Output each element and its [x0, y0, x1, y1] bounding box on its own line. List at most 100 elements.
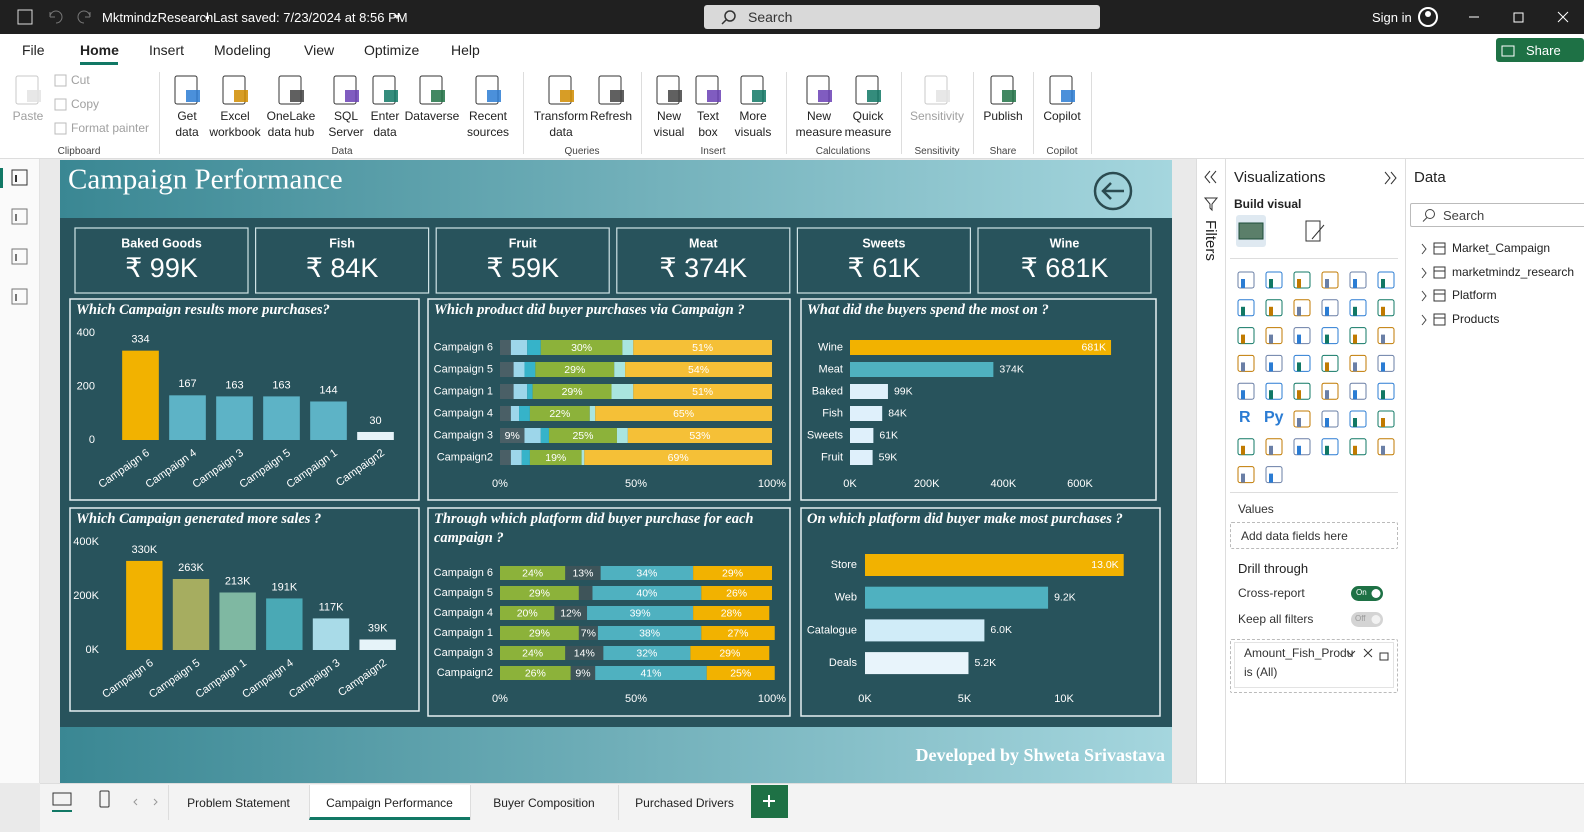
menu-tab[interactable]: File	[22, 42, 45, 58]
ribbon-button[interactable]: Excel workbook	[209, 109, 261, 139]
visual-type-label[interactable]: Py	[1264, 409, 1284, 426]
visual-type-icon[interactable]	[1293, 299, 1311, 317]
ribbon-button[interactable]: Refresh	[589, 109, 633, 123]
sign-in[interactable]: Sign in	[1372, 10, 1412, 25]
ribbon-button[interactable]: Recent sources	[466, 109, 510, 139]
page-tab[interactable]	[618, 785, 751, 820]
page-tab-label[interactable]: Purchased Drivers	[635, 796, 734, 810]
visual-type-icon[interactable]	[1321, 271, 1339, 289]
data-table[interactable]: Platform	[1452, 288, 1497, 303]
visual-type-icon[interactable]	[1321, 299, 1339, 317]
visual-type-icon[interactable]	[1377, 299, 1395, 317]
filters-title[interactable]: Filters	[1202, 220, 1219, 261]
ribbon-small-button[interactable]: Copy	[71, 97, 100, 111]
menu-tab[interactable]: View	[304, 42, 335, 58]
filter-card[interactable]	[1234, 642, 1394, 688]
ribbon-button[interactable]: Copilot	[1043, 109, 1081, 123]
data-search[interactable]	[1410, 203, 1584, 227]
visual-type-icon[interactable]	[1321, 354, 1339, 372]
ribbon-button[interactable]: More visuals	[734, 109, 772, 139]
page-tab-label[interactable]: Buyer Composition	[493, 796, 595, 810]
visual-type-icon[interactable]	[1265, 382, 1283, 400]
data-table[interactable]: marketmindz_research	[1452, 264, 1575, 279]
ribbon-small-button[interactable]: Cut	[71, 73, 90, 87]
page-tab[interactable]	[470, 785, 618, 820]
ribbon-button[interactable]: New visual	[653, 109, 685, 139]
back-button[interactable]	[1093, 171, 1133, 211]
ribbon-button[interactable]: Publish	[983, 109, 1023, 123]
visual-type-icon[interactable]	[1237, 466, 1255, 484]
visual-type-icon[interactable]	[1321, 410, 1339, 428]
ribbon-button[interactable]: Quick measure	[844, 109, 892, 139]
visual-type-icon[interactable]	[1265, 271, 1283, 289]
visual-type-icon[interactable]	[1265, 299, 1283, 317]
bar-segment	[524, 428, 541, 443]
page-tab[interactable]	[168, 785, 309, 820]
visual-type-icon[interactable]	[1349, 299, 1367, 317]
ribbon-button[interactable]: OneLake data hub	[266, 109, 316, 139]
visual-type-icon[interactable]	[1349, 438, 1367, 456]
visual-type-icon[interactable]	[1321, 438, 1339, 456]
visual-type-icon[interactable]	[1265, 327, 1283, 345]
ribbon-small-button[interactable]: Format painter	[71, 121, 150, 135]
ribbon-button[interactable]: Text box	[696, 109, 719, 139]
ribbon-button[interactable]: SQL Server	[328, 109, 364, 139]
ribbon-button[interactable]: Transform data	[533, 109, 589, 139]
visual-type-icon[interactable]	[1237, 327, 1255, 345]
ribbon-button[interactable]: Dataverse	[404, 109, 460, 123]
visual-type-icon[interactable]	[1377, 410, 1395, 428]
visual-type-icon[interactable]	[1321, 327, 1339, 345]
visual-type-icon[interactable]	[1349, 410, 1367, 428]
bar-segment	[565, 566, 601, 580]
plus	[763, 795, 775, 807]
data-table[interactable]: Products	[1452, 312, 1500, 327]
menu-tab[interactable]: Modeling	[214, 42, 271, 58]
visual-type-icon[interactable]	[1377, 271, 1395, 289]
visual-type-icon[interactable]	[1265, 438, 1283, 456]
field-well[interactable]	[1230, 522, 1398, 549]
visual-type-icon[interactable]	[1293, 382, 1311, 400]
visual-type-accent	[1297, 279, 1301, 288]
page-tab[interactable]	[309, 785, 470, 820]
menu-tab[interactable]: Insert	[149, 42, 185, 58]
search-box[interactable]	[704, 5, 1100, 29]
visual-type-icon[interactable]	[1293, 354, 1311, 372]
share-button[interactable]	[1496, 38, 1584, 62]
visual-type-icon[interactable]	[1237, 299, 1255, 317]
visual-type-icon[interactable]	[1293, 410, 1311, 428]
visual-type-icon[interactable]	[1349, 382, 1367, 400]
menu-tab[interactable]: Help	[451, 42, 480, 58]
page-tab-label[interactable]: Problem Statement	[187, 796, 290, 810]
visual-type-icon[interactable]	[1349, 327, 1367, 345]
menu-tab[interactable]: Optimize	[364, 42, 420, 58]
visual-type-icon[interactable]	[1237, 354, 1255, 372]
icon-accent	[186, 90, 200, 102]
share-label[interactable]: Share	[1526, 43, 1561, 58]
ribbon-button[interactable]: New measure	[795, 109, 843, 139]
visual-type-icon[interactable]	[1237, 271, 1255, 289]
visual-type-icon[interactable]	[1321, 382, 1339, 400]
visual-type-icon[interactable]	[1265, 466, 1283, 484]
bar	[865, 619, 985, 642]
visual-type-icon[interactable]	[1377, 327, 1395, 345]
ribbon-button[interactable]: Sensitivity	[909, 109, 965, 123]
page-tab-label[interactable]: Campaign Performance	[326, 796, 453, 810]
data-table[interactable]: Market_Campaign	[1452, 241, 1551, 255]
visual-type-icon[interactable]	[1265, 354, 1283, 372]
menu-tab[interactable]: Home	[80, 42, 119, 58]
visual-type-icon[interactable]	[1349, 354, 1367, 372]
visual-type-icon[interactable]	[1377, 382, 1395, 400]
visual-type-icon[interactable]	[1377, 438, 1395, 456]
visual-type-icon[interactable]	[1237, 438, 1255, 456]
visual-type-icon[interactable]	[1293, 327, 1311, 345]
visual-type-icon[interactable]	[1377, 354, 1395, 372]
visual-type-icon[interactable]	[1293, 438, 1311, 456]
visual-type-icon[interactable]	[1349, 271, 1367, 289]
ribbon-button[interactable]: Get data	[175, 109, 199, 139]
data-label: 263K	[178, 562, 204, 574]
visual-type-icon[interactable]	[1293, 271, 1311, 289]
visual-type-icon[interactable]	[1237, 382, 1255, 400]
ribbon-button[interactable]: Paste	[12, 109, 44, 123]
ribbon-button[interactable]: Enter data	[370, 109, 400, 139]
visual-type-label[interactable]: R	[1239, 409, 1251, 426]
